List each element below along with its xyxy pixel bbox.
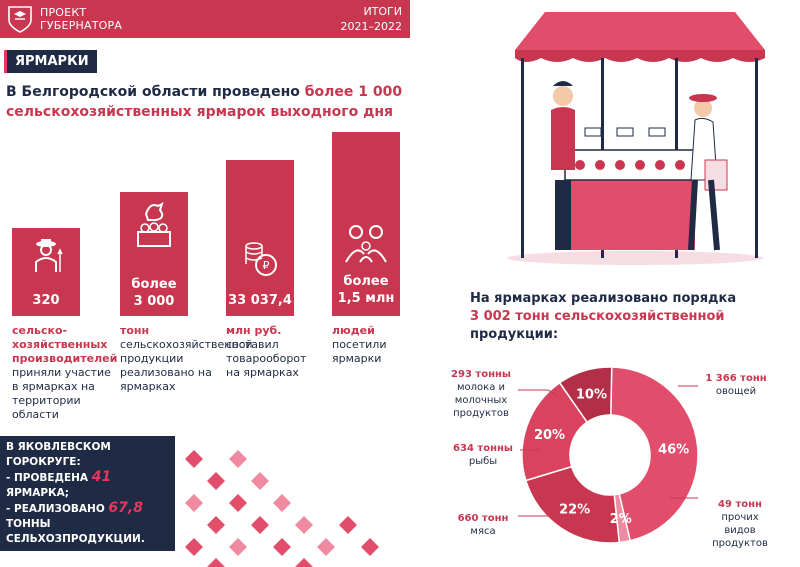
stat-desc-bold: тонн (120, 324, 150, 337)
label-dairy-text: молока и молочных продуктов (453, 382, 509, 419)
section-tag: ЯРМАРКИ (4, 50, 97, 73)
family-icon (345, 225, 387, 263)
stat-desc-text: посетили ярмарки (332, 338, 387, 365)
label-vegetables-amount: 1 366 тонн (705, 373, 767, 384)
donut-value-label-0: 46% (658, 442, 689, 457)
donut-value-label-4: 10% (576, 388, 607, 403)
headline-part3: сельскохозяйственных ярмарок выходного д… (6, 104, 394, 120)
note-number-tonnes: 67,8 (108, 500, 143, 516)
donut-slice-2 (524, 465, 621, 544)
label-other: 49 тонн прочих видов продуктов (706, 498, 774, 550)
project-title: ПРОЕКТ ГУБЕРНАТОРА (40, 6, 122, 32)
svg-text:₽: ₽ (263, 259, 270, 272)
diamond-pattern-decoration (185, 450, 379, 567)
header-bar (0, 0, 410, 38)
donut-value-label-3: 20% (534, 428, 565, 443)
stat-value-tonnes-2: 3 000 (133, 294, 175, 309)
stat-desc-bold: млн руб. (226, 324, 282, 337)
note-line2: - ПРОВЕДЕНА 41 ЯРМАРКА; (6, 470, 169, 501)
donut-slice-0 (610, 366, 699, 542)
stat-desc-visitors: людей посетили ярмарки (332, 324, 404, 366)
stat-desc-text: сельскохозяйственной продукции реализова… (120, 338, 253, 393)
label-vegetables-text: овощей (715, 386, 757, 397)
stat-desc-text: приняли участие в ярмарках на территории… (12, 366, 111, 421)
stat-bar-visitors: более 1,5 млн (332, 132, 400, 316)
sales-line3: продукции: (470, 327, 559, 342)
label-fish: 634 тонны рыбы (448, 442, 518, 468)
label-fish-text: рыбы (468, 456, 498, 467)
stat-bar-tonnes: более 3 000 (120, 192, 188, 316)
project-line2: ГУБЕРНАТОРА (40, 19, 123, 32)
label-other-amount: 49 тонн (718, 499, 762, 510)
coat-of-arms-icon (8, 6, 32, 33)
project-line1: ПРОЕКТ (40, 6, 87, 19)
label-meat: 660 тонн мяса (448, 512, 518, 538)
stat-value-visitors-1: более (343, 274, 389, 289)
note-line1: В ЯКОВЛЕВСКОМ ГОРОКРУГЕ: (6, 441, 111, 468)
leader-lines (518, 385, 698, 517)
sales-donut-chart: 46% 2% 22% 20% 10% (521, 366, 699, 544)
district-note: В ЯКОВЛЕВСКОМ ГОРОКРУГЕ: - ПРОВЕДЕНА 41 … (0, 436, 175, 551)
stat-desc-tonnes: тонн сельскохозяйственной продукции реал… (120, 324, 253, 394)
note-text: ТОННЫ (6, 518, 51, 530)
results-label: ИТОГИ (363, 5, 402, 18)
sales-title: На ярмарках реализовано порядка 3 002 то… (470, 290, 800, 344)
results-title: ИТОГИ 2021–2022 (300, 4, 403, 34)
note-line4: СЕЛЬХОЗПРОДУКЦИИ. (6, 533, 145, 545)
coins-icon: ₽ (245, 242, 277, 276)
note-number-fairs: 41 (91, 469, 112, 485)
sales-line2: 3 002 тонн сельскохозяйственной (470, 309, 725, 324)
donut-slice-4 (558, 366, 613, 424)
stat-value-tonnes-1: более (131, 277, 177, 292)
results-years: 2021–2022 (340, 20, 403, 33)
note-text: ЯРМАРКА; (6, 487, 69, 499)
stat-value-visitors-2: 1,5 млн (337, 291, 395, 306)
note-line3: - РЕАЛИЗОВАНО 67,8 ТОННЫ (6, 501, 169, 532)
label-meat-text: мяса (470, 526, 496, 537)
label-dairy: 293 тонны молока и молочных продуктов (442, 368, 520, 420)
stat-value-producers: 320 (32, 293, 60, 308)
donut-value-label-2: 22% (559, 502, 590, 517)
stat-value-turnover: 33 037,4 (228, 293, 292, 308)
market-stall-illustration (507, 12, 765, 265)
farmer-icon (35, 239, 63, 272)
sales-line1: На ярмарках реализовано порядка (470, 291, 737, 306)
headline-part1: В Белгородской области проведено (6, 84, 305, 100)
label-meat-amount: 660 тонн (457, 513, 509, 524)
note-text: - РЕАЛИЗОВАНО (6, 503, 109, 515)
label-fish-amount: 634 тонны (453, 443, 513, 454)
headline-accent: более 1 000 (304, 84, 403, 100)
stat-desc-turnover: млн руб. составил товарооборот на ярмарк… (226, 324, 322, 380)
stat-bar-producers: 320 (12, 228, 80, 316)
stat-desc-producers: сельско-хозяйственных производителей при… (12, 324, 118, 422)
note-text: - ПРОВЕДЕНА (6, 472, 92, 484)
stat-desc-bold: сельско-хозяйственных производителей (12, 324, 118, 365)
label-dairy-amount: 293 тонны (451, 369, 511, 380)
donut-value-label-1: 2% (610, 512, 632, 527)
label-vegetables: 1 366 тонн овощей (700, 372, 772, 398)
stat-desc-bold: людей (332, 324, 375, 337)
stat-desc-text: составил товарооборот на ярмарках (226, 338, 307, 379)
headline: В Белгородской области проведено более 1… (6, 82, 406, 122)
label-other-text: прочих видов продуктов (712, 512, 768, 549)
stat-bar-turnover: ₽ 33 037,4 (226, 160, 294, 316)
produce-basket-icon (137, 202, 171, 247)
